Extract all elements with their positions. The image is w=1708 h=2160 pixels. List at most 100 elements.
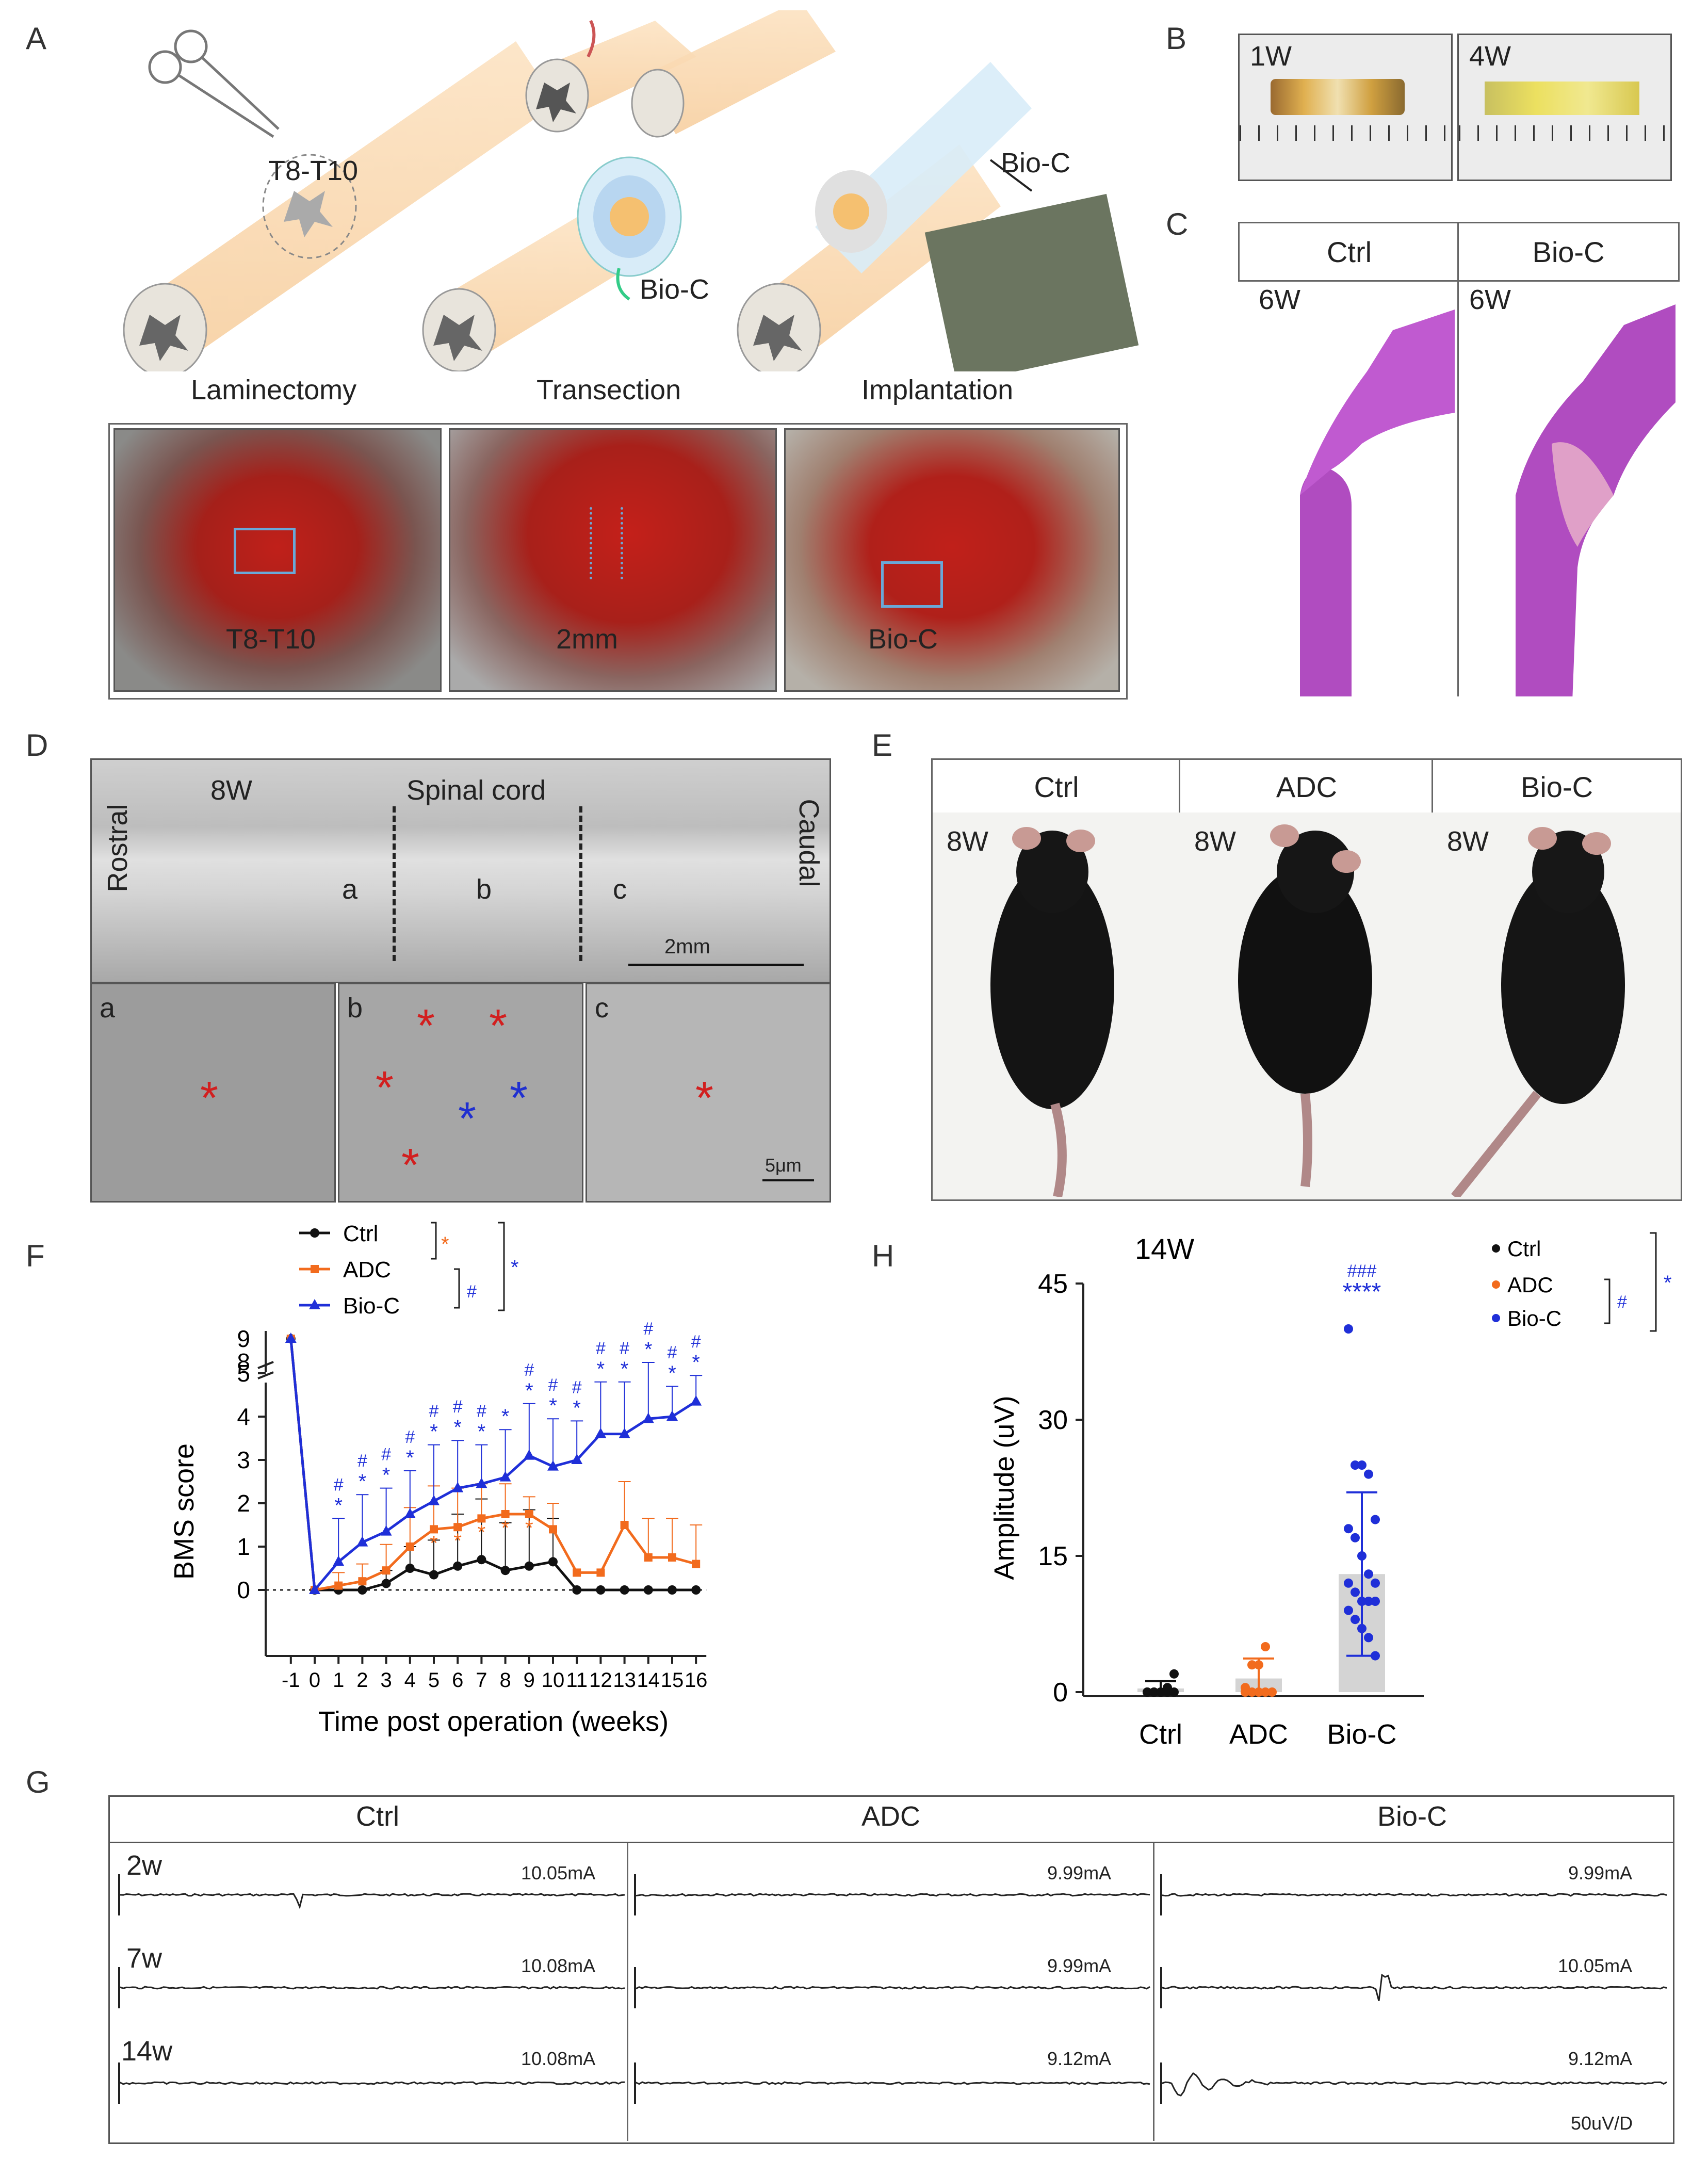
arrow-in-icon	[616, 268, 630, 301]
x-tick-label: Bio-C	[1327, 1719, 1396, 1750]
sem-zoom-b-label: b	[347, 993, 363, 1024]
sem-zoom-a-label: a	[100, 993, 116, 1024]
data-point	[477, 1555, 486, 1565]
x-tick-label: 16	[685, 1669, 708, 1692]
data-point	[1351, 1533, 1360, 1542]
panel-h-label: H	[872, 1239, 894, 1273]
legend-sig-ctrl-bio: *	[1664, 1272, 1672, 1294]
legend-label: ADC	[343, 1257, 391, 1282]
series-adc	[286, 1335, 703, 1594]
data-point	[1344, 1578, 1353, 1588]
legend-label: Bio-C	[1507, 1306, 1561, 1330]
emg-current-0-0: 10.05mA	[521, 1862, 596, 1883]
scaffold-disc	[577, 156, 682, 277]
panel-a-label: A	[26, 21, 47, 56]
data-point	[620, 1521, 629, 1529]
data-point	[692, 1560, 701, 1568]
x-tick-label: 10	[542, 1669, 565, 1692]
emg-traces	[118, 1874, 1667, 2104]
data-point	[525, 1510, 533, 1518]
data-point	[1351, 1615, 1360, 1625]
mouse-bioc: 8W	[1434, 815, 1677, 1200]
data-point	[1357, 1460, 1367, 1470]
photo-implantation: Bio-C	[784, 428, 1120, 692]
data-point	[1344, 1324, 1353, 1334]
inset-label: Bio-C	[1001, 148, 1071, 178]
data-point	[1149, 1687, 1159, 1697]
data-point	[691, 1585, 701, 1595]
emg-current-2-2: 9.12mA	[1568, 2048, 1633, 2069]
data-point	[357, 1585, 367, 1595]
axis-break	[257, 1371, 274, 1379]
data-point	[1364, 1569, 1373, 1579]
sig-hash-bioc: #	[668, 1343, 677, 1362]
data-point	[358, 1577, 367, 1586]
data-point	[1371, 1578, 1380, 1588]
data-point	[382, 1566, 391, 1575]
data-point	[1169, 1669, 1179, 1679]
y-tick-label: 15	[1038, 1541, 1068, 1571]
emg-trace	[635, 1986, 1150, 1990]
emg-current-1-2: 10.05mA	[1558, 1955, 1633, 1976]
x-tick-label: 5	[428, 1669, 440, 1692]
emg-week-2w: 2w	[126, 1850, 162, 1881]
data-point	[1344, 1605, 1353, 1615]
x-tick-label: ADC	[1229, 1719, 1288, 1750]
sig-star-adc: *	[453, 1530, 462, 1552]
y-tick-label: 0	[237, 1577, 250, 1603]
arrow-up-icon	[587, 20, 596, 58]
data-point	[573, 1568, 581, 1577]
sig-star-bioc: *	[382, 1464, 391, 1487]
data-point	[309, 1584, 320, 1594]
step-implantation: Implantation	[861, 375, 1014, 405]
panel-g-label: G	[26, 1765, 50, 1799]
axis-break	[257, 1361, 274, 1369]
data-point	[453, 1561, 463, 1571]
x-tick-label: 2	[356, 1669, 368, 1692]
data-point	[430, 1525, 438, 1534]
mouse-adc-time: 8W	[1194, 826, 1236, 857]
sig-hash-bioc: #	[381, 1445, 391, 1465]
histology-header: Ctrl Bio-C	[1238, 222, 1680, 282]
series-bio-c	[285, 1333, 703, 1594]
data-point	[1364, 1597, 1373, 1606]
sig-star-bioc: *	[692, 1351, 700, 1374]
mice-header-ctrl: Ctrl	[1034, 771, 1079, 803]
sig-star-adc: *	[430, 1532, 438, 1554]
y-tick-label: 0	[1053, 1678, 1068, 1708]
data-point	[644, 1553, 653, 1562]
data-point	[668, 1585, 677, 1595]
legend-marker	[1492, 1244, 1500, 1253]
sig-hash-bioc: #	[357, 1451, 367, 1471]
data-point	[1156, 1687, 1165, 1697]
emg-current-2-0: 10.08mA	[521, 2048, 596, 2069]
mouse-bioc-time: 8W	[1447, 826, 1489, 857]
histology-header-ctrl: Ctrl	[1326, 235, 1372, 268]
sig-star-bioc: *	[597, 1358, 605, 1381]
legend-marker	[309, 1299, 320, 1309]
data-point	[690, 1395, 702, 1406]
sig-star-bioc: *	[359, 1470, 367, 1493]
x-tick-label: 15	[661, 1669, 684, 1692]
sig-star-bioc: *	[573, 1396, 581, 1419]
explant-1w: 1W	[1238, 34, 1453, 181]
legend-sig-adc-bio: #	[1617, 1292, 1627, 1312]
data-point	[405, 1564, 415, 1573]
data-point	[642, 1412, 654, 1423]
panel-f-label: F	[26, 1239, 45, 1273]
panel-c-label: C	[1166, 207, 1189, 241]
scaffold-photo-inset	[924, 193, 1139, 371]
sig-hash-bioc: #	[453, 1397, 463, 1417]
data-point	[1254, 1660, 1263, 1670]
panel-d-label: D	[26, 728, 48, 762]
y-tick-label: 30	[1038, 1405, 1068, 1435]
x-axis-title: Time post operation (weeks)	[318, 1706, 669, 1737]
sig-star-bioc: *	[621, 1358, 629, 1381]
data-point	[453, 1523, 462, 1532]
emg-trace	[1161, 2072, 1667, 2097]
photo-laminectomy: T8-T10	[113, 428, 442, 692]
y-tick-label: 8	[237, 1349, 250, 1375]
data-point	[1364, 1469, 1373, 1479]
x-tick-label: 14	[637, 1669, 660, 1692]
